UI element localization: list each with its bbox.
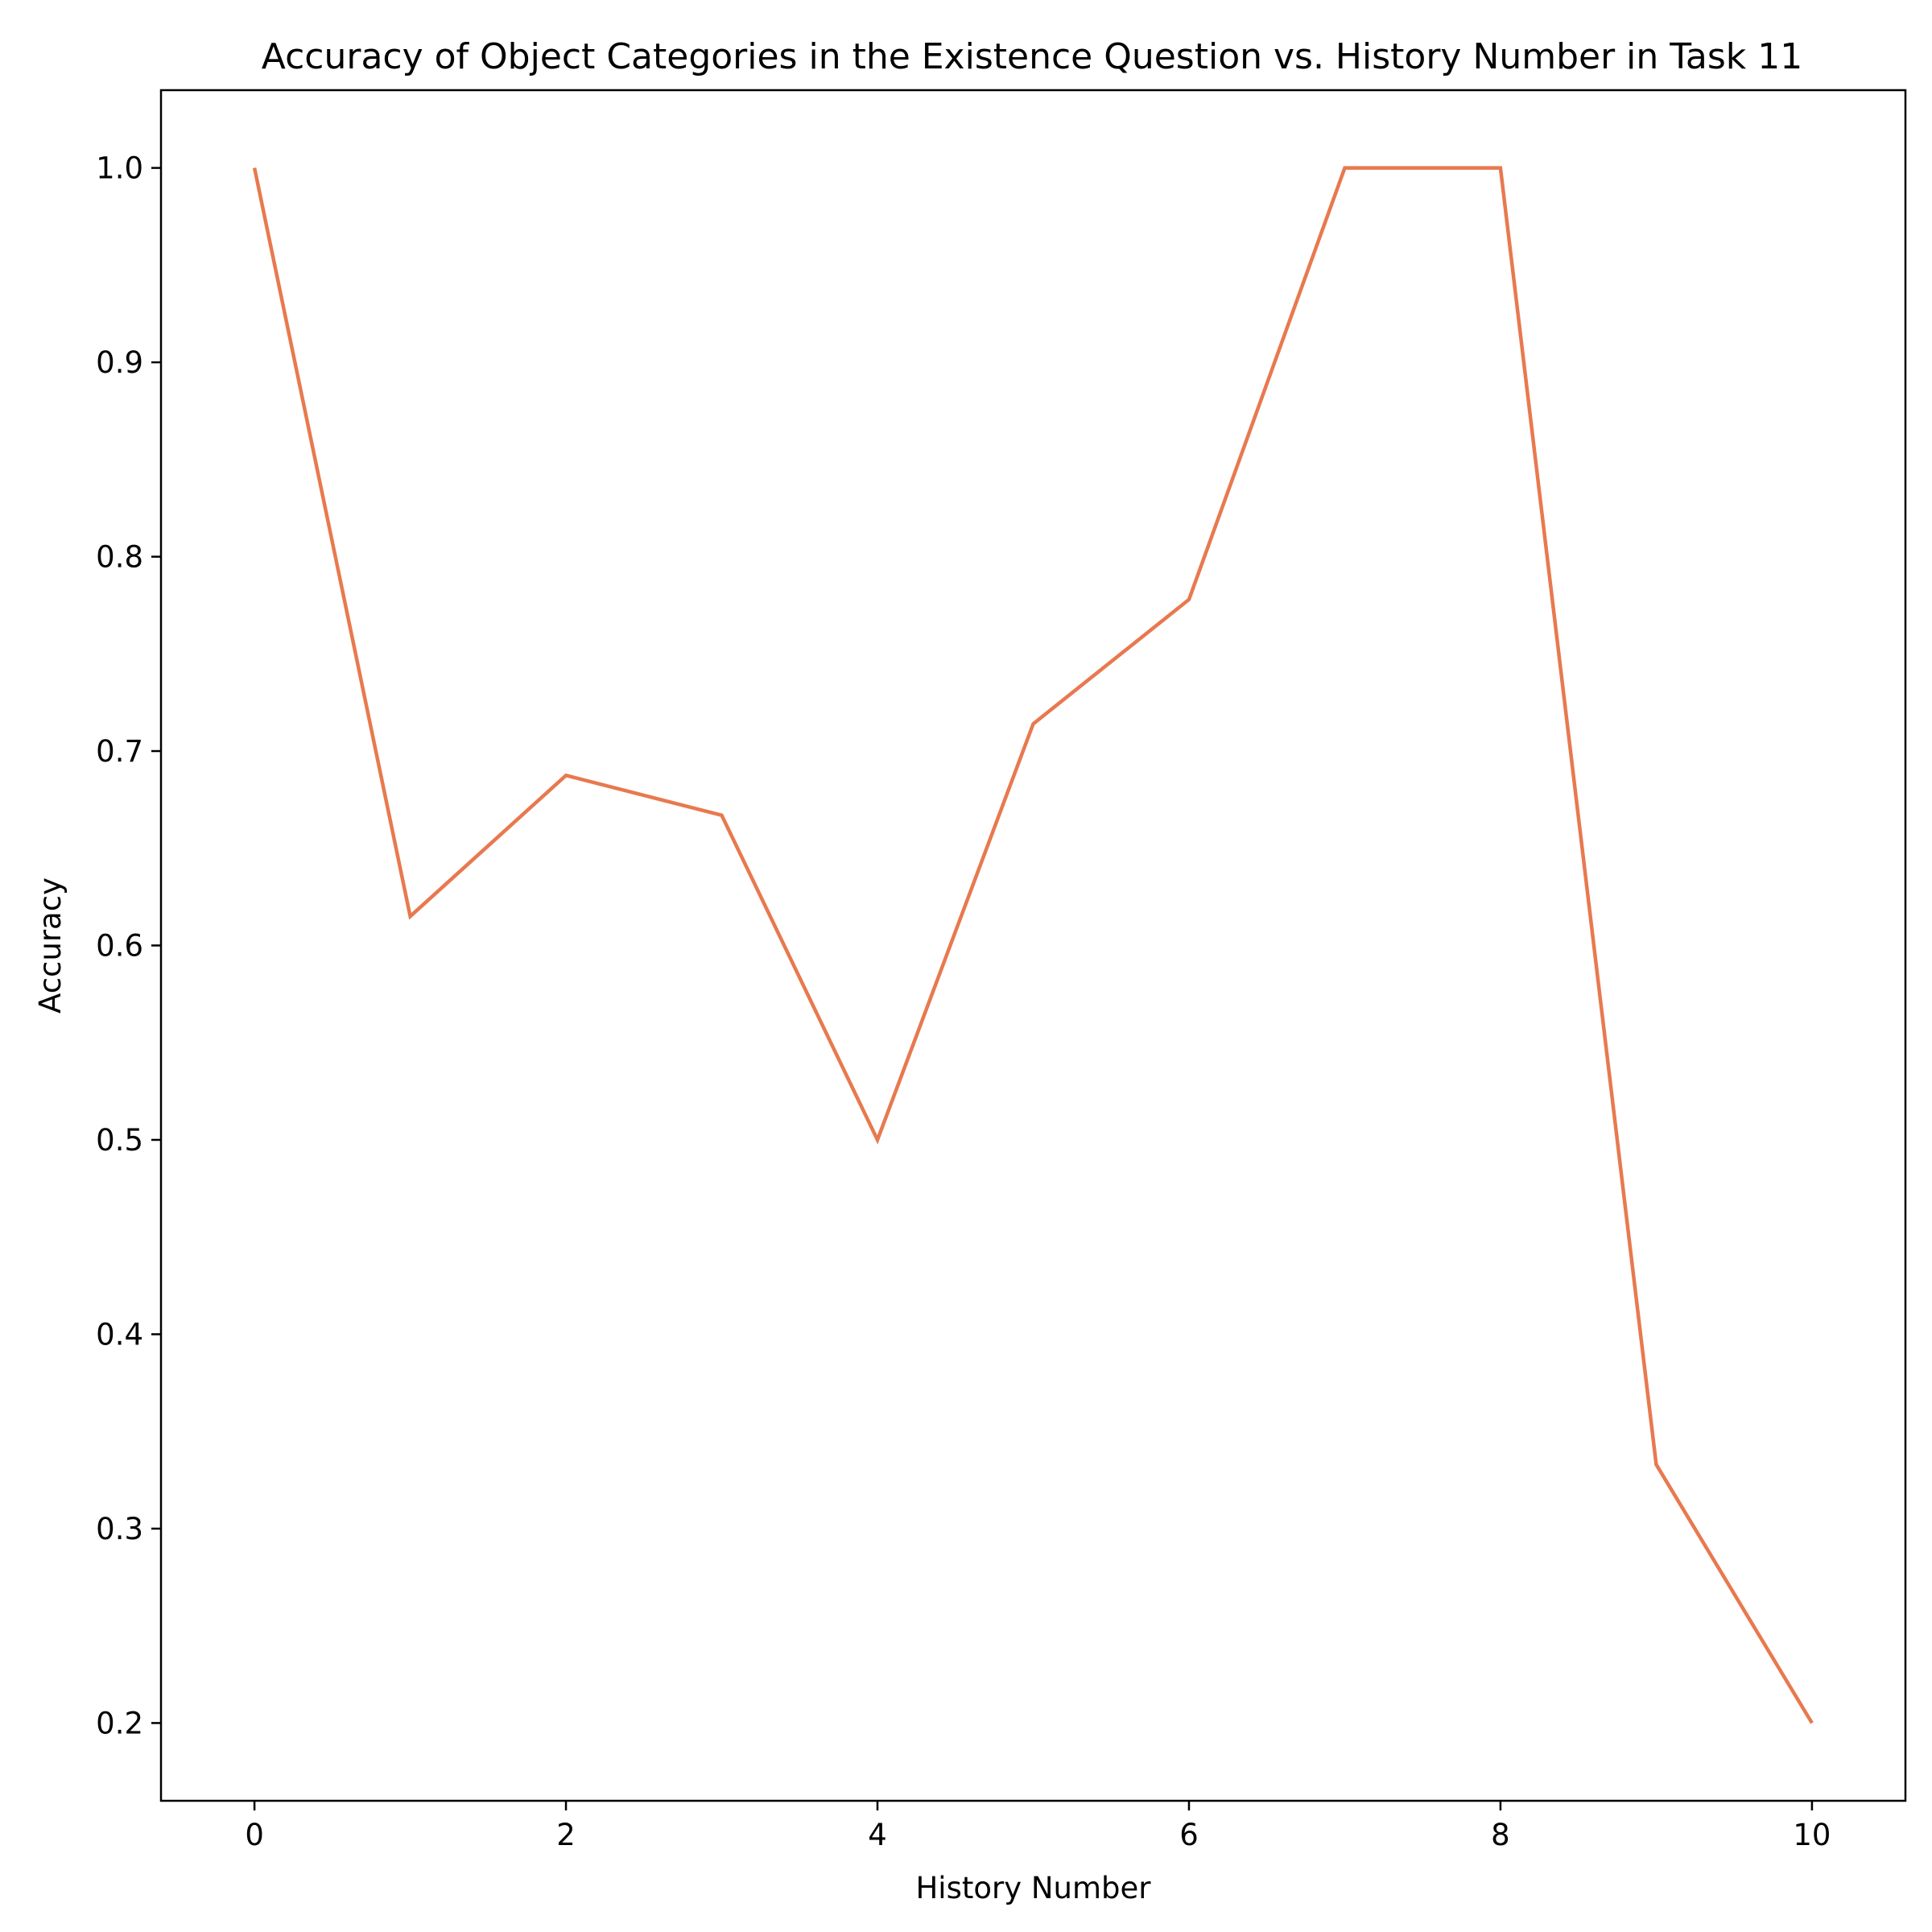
y-tick-label: 0.3: [96, 1512, 143, 1546]
x-tick-label: 0: [245, 1818, 264, 1852]
x-axis: 0 2 4 6 8 10: [245, 1801, 1831, 1852]
plot-area: [252, 166, 1814, 1724]
x-tick-label: 2: [556, 1818, 576, 1852]
x-tick-label: 6: [1179, 1818, 1199, 1852]
y-tick-label: 0.2: [96, 1706, 143, 1740]
y-tick-label: 0.7: [96, 734, 143, 769]
y-tick-label: 0.6: [96, 929, 143, 964]
x-tick-label: 10: [1793, 1818, 1831, 1852]
x-tick-label: 4: [868, 1818, 887, 1852]
y-tick-label: 1.0: [96, 151, 143, 186]
chart-title: Accuracy of Object Categories in the Exi…: [262, 36, 1802, 77]
y-axis: 0.2 0.3 0.4 0.5 0.6 0.7 0.8 0.9 1.0: [96, 151, 161, 1740]
y-tick-label: 0.9: [96, 345, 143, 380]
y-tick-label: 0.8: [96, 540, 143, 575]
y-axis-title: Accuracy: [33, 877, 68, 1013]
x-axis-title: History Number: [915, 1871, 1151, 1905]
y-tick-label: 0.5: [96, 1123, 143, 1158]
y-tick-label: 0.4: [96, 1317, 143, 1352]
x-tick-label: 8: [1491, 1818, 1510, 1852]
